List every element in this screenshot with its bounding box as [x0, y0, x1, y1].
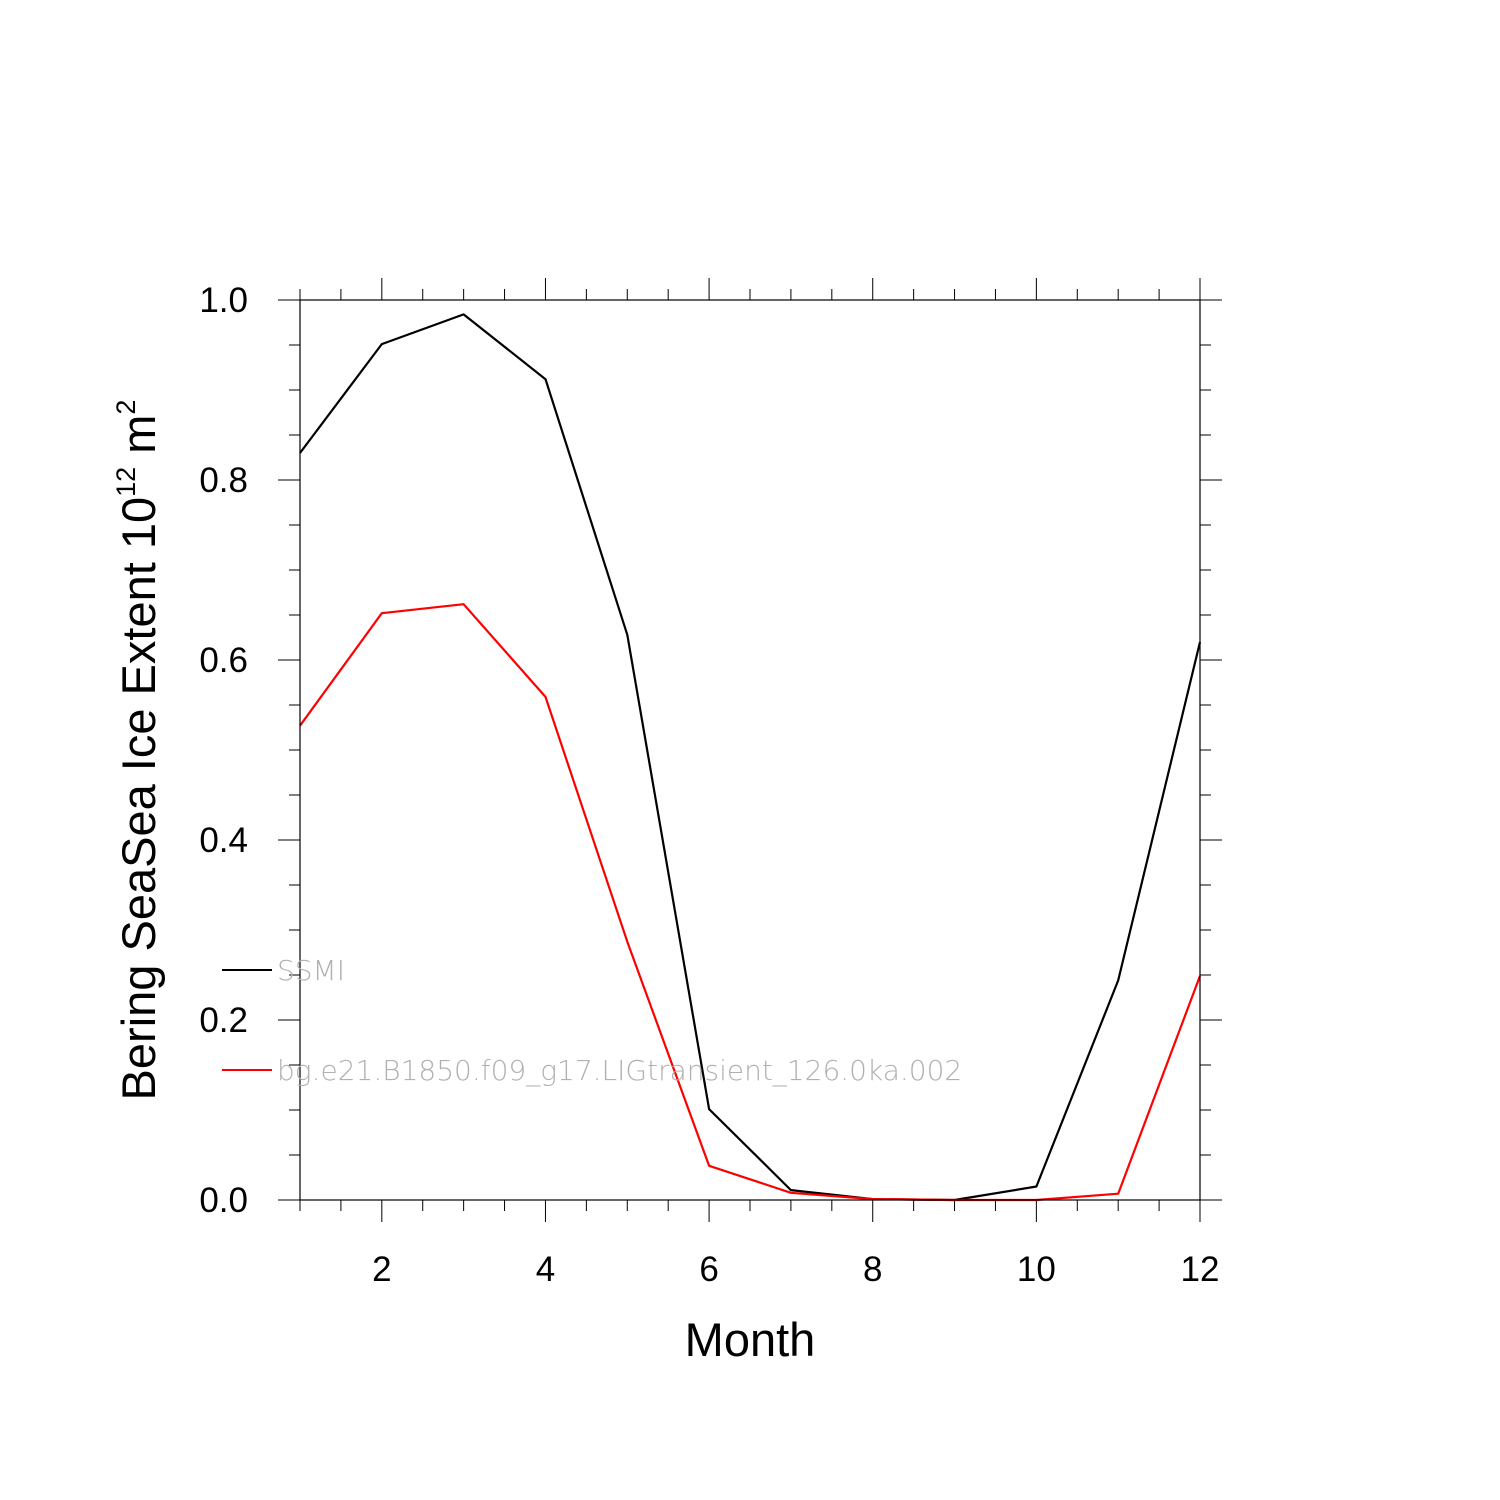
y-tick-label: 0.2 [199, 1001, 248, 1040]
y-tick-label: 0.6 [199, 641, 248, 680]
series-line-ssmi [299, 313, 1202, 1202]
x-axis-title: Month [685, 1313, 816, 1366]
y-axis-title-unit-exponent: 2 [111, 400, 141, 415]
x-tick-labels: 2 4 6 8 10 12 [372, 1250, 1219, 1289]
x-tick-label: 6 [699, 1250, 718, 1289]
y-axis-title: Bering SeaSea Ice Extent 1012 m2 [111, 400, 165, 1101]
y-tick-label: 0.0 [199, 1181, 248, 1220]
y-tick-labels: 0.0 0.2 0.4 0.6 0.8 1.0 [199, 281, 248, 1220]
x-tick-label: 2 [372, 1250, 391, 1289]
y-axis-title-text: Bering SeaSea Ice Extent 10 [112, 497, 165, 1101]
legend-label-ssmi: SSMI [277, 954, 345, 987]
plot-frame [299, 299, 1201, 1201]
legend-label-model: bg.e21.B1850.f09_g17.LIGtransient_126.0k… [277, 1054, 962, 1088]
y-tick-label: 1.0 [199, 281, 248, 320]
series-layer [299, 313, 1202, 1202]
tick-marks [278, 278, 1222, 1222]
x-tick-label: 12 [1181, 1250, 1220, 1289]
legend: SSMI bg.e21.B1850.f09_g17.LIGtransient_1… [222, 954, 962, 1088]
y-tick-label: 0.8 [199, 461, 248, 500]
x-tick-label: 8 [863, 1250, 882, 1289]
x-tick-label: 4 [536, 1250, 555, 1289]
y-axis-title-exponent: 12 [111, 467, 141, 497]
series-line-model [299, 603, 1202, 1202]
y-tick-label: 0.4 [199, 821, 248, 860]
y-axis-title-unit: m [112, 415, 165, 467]
x-tick-label: 10 [1017, 1250, 1056, 1289]
